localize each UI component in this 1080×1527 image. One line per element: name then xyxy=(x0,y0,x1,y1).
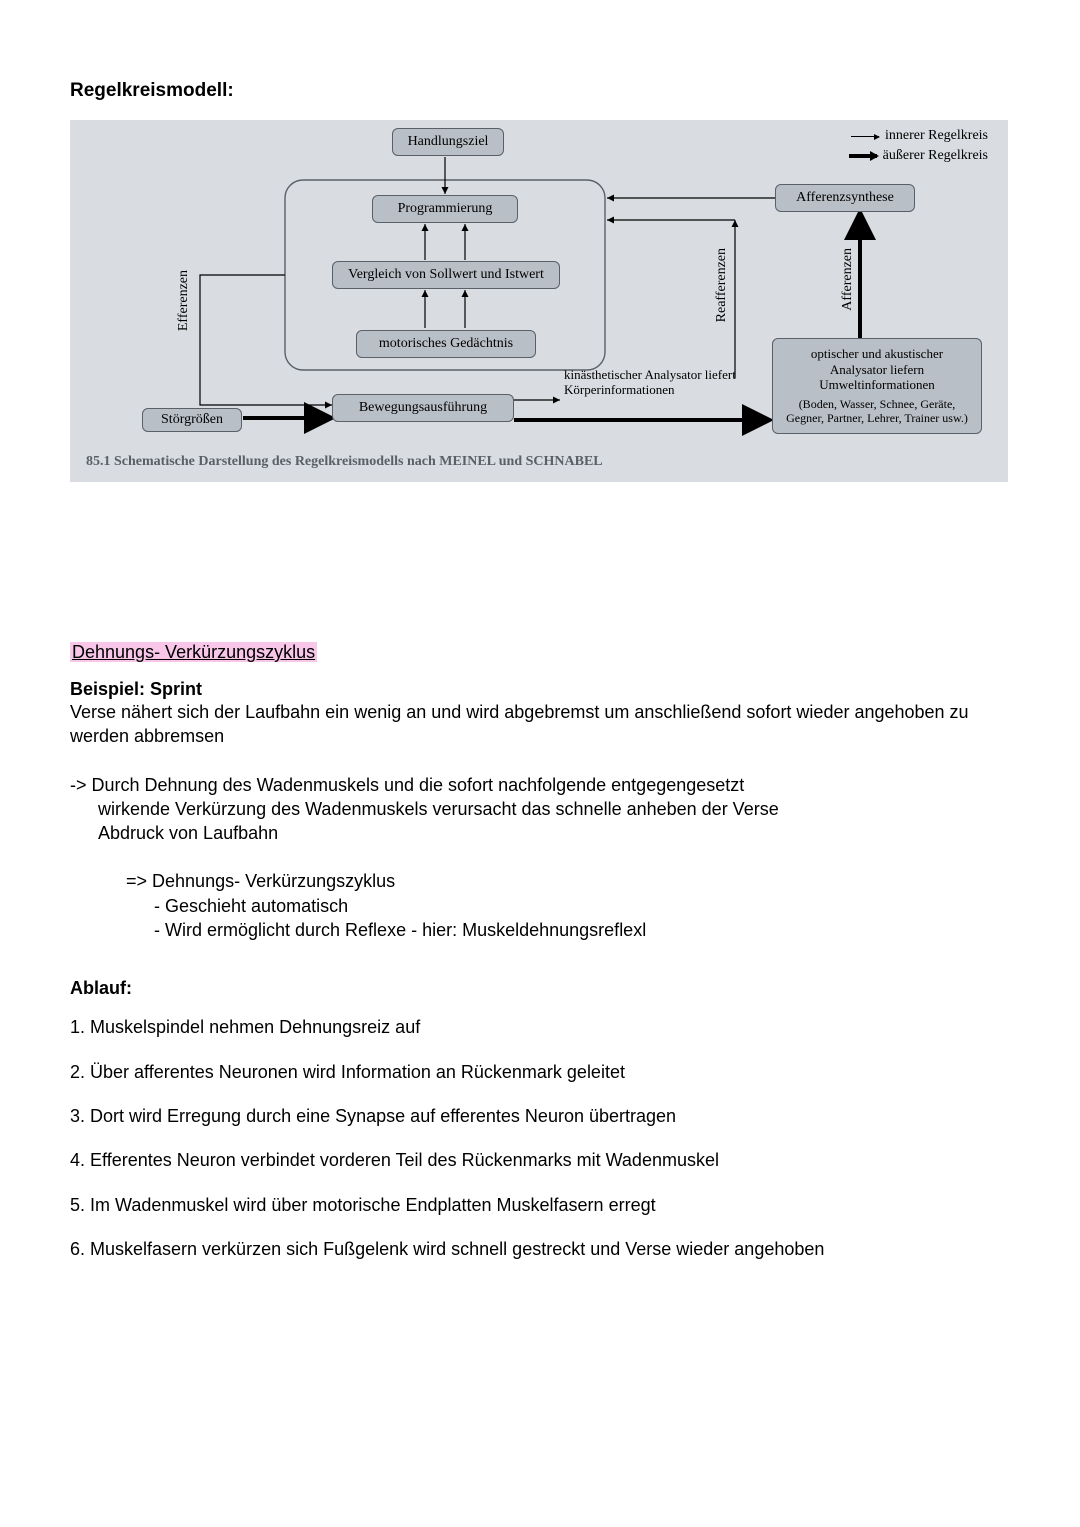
arrow-point-2: => Dehnungs- Verkürzungszyklus xyxy=(70,869,1010,893)
thick-arrow-icon xyxy=(849,154,877,158)
arrow-point-1c: Abdruck von Laufbahn xyxy=(70,821,1010,845)
node-gedaechtnis: motorisches Gedächtnis xyxy=(356,330,536,358)
node-stoergroessen: Störgrößen xyxy=(142,408,242,432)
arrow-point-1: -> Durch Dehnung des Wadenmuskels und di… xyxy=(70,773,1010,797)
beispiel-subhead: Beispiel: Sprint xyxy=(70,679,1010,700)
step-1: 1. Muskelspindel nehmen Dehnungsreiz auf xyxy=(70,1015,1010,1039)
analysator-main: optischer und akustischer Analysator lie… xyxy=(783,346,971,393)
analysator-sub: (Boden, Wasser, Schnee, Geräte, Gegner, … xyxy=(783,397,971,426)
ablauf-list: 1. Muskelspindel nehmen Dehnungsreiz auf… xyxy=(70,1015,1010,1261)
section-dehnungs: Dehnungs- Verkürzungszyklus xyxy=(70,642,1010,663)
label-reafferenzen: Reafferenzen xyxy=(714,248,730,322)
legend-outer: äußerer Regelkreis xyxy=(849,148,988,164)
step-2: 2. Über afferentes Neuronen wird Informa… xyxy=(70,1060,1010,1084)
arrow-point-1b: wirkende Verkürzung des Wadenmuskels ver… xyxy=(70,797,1010,821)
diagram-caption: 85.1 Schematische Darstellung des Regelk… xyxy=(86,454,603,470)
ablauf-heading: Ablauf: xyxy=(70,978,1010,999)
node-ausfuehrung: Bewegungsausführung xyxy=(332,394,514,422)
page-title: Regelkreismodell: xyxy=(70,80,1010,102)
step-5: 5. Im Wadenmuskel wird über motorische E… xyxy=(70,1193,1010,1217)
legend-inner: innerer Regelkreis xyxy=(851,128,988,144)
thin-arrow-icon xyxy=(851,136,879,137)
section-heading: Dehnungs- Verkürzungszyklus xyxy=(70,642,317,662)
beispiel-text: Verse nähert sich der Laufbahn ein wenig… xyxy=(70,700,1010,749)
regelkreis-diagram: Handlungsziel Programmierung Vergleich v… xyxy=(70,120,1008,482)
node-handlungsziel: Handlungsziel xyxy=(392,128,504,156)
node-programmierung: Programmierung xyxy=(372,195,518,223)
label-kinaesthetischer: kinästhetischer Analysator liefert Körpe… xyxy=(564,368,744,398)
arrow-point-2b: - Wird ermöglicht durch Reflexe - hier: … xyxy=(70,918,1010,942)
node-analysator: optischer und akustischer Analysator lie… xyxy=(772,338,982,434)
node-vergleich: Vergleich von Sollwert und Istwert xyxy=(332,261,560,289)
label-afferenzen: Afferenzen xyxy=(840,248,856,311)
label-efferenzen: Efferenzen xyxy=(176,270,192,331)
step-3: 3. Dort wird Erregung durch eine Synapse… xyxy=(70,1104,1010,1128)
node-afferenzsynthese: Afferenzsynthese xyxy=(775,184,915,212)
legend-inner-text: innerer Regelkreis xyxy=(885,128,988,144)
arrow-point-2a: - Geschieht automatisch xyxy=(70,894,1010,918)
step-6: 6. Muskelfasern verkürzen sich Fußgelenk… xyxy=(70,1237,1010,1261)
step-4: 4. Efferentes Neuron verbindet vorderen … xyxy=(70,1148,1010,1172)
legend-outer-text: äußerer Regelkreis xyxy=(883,148,988,164)
